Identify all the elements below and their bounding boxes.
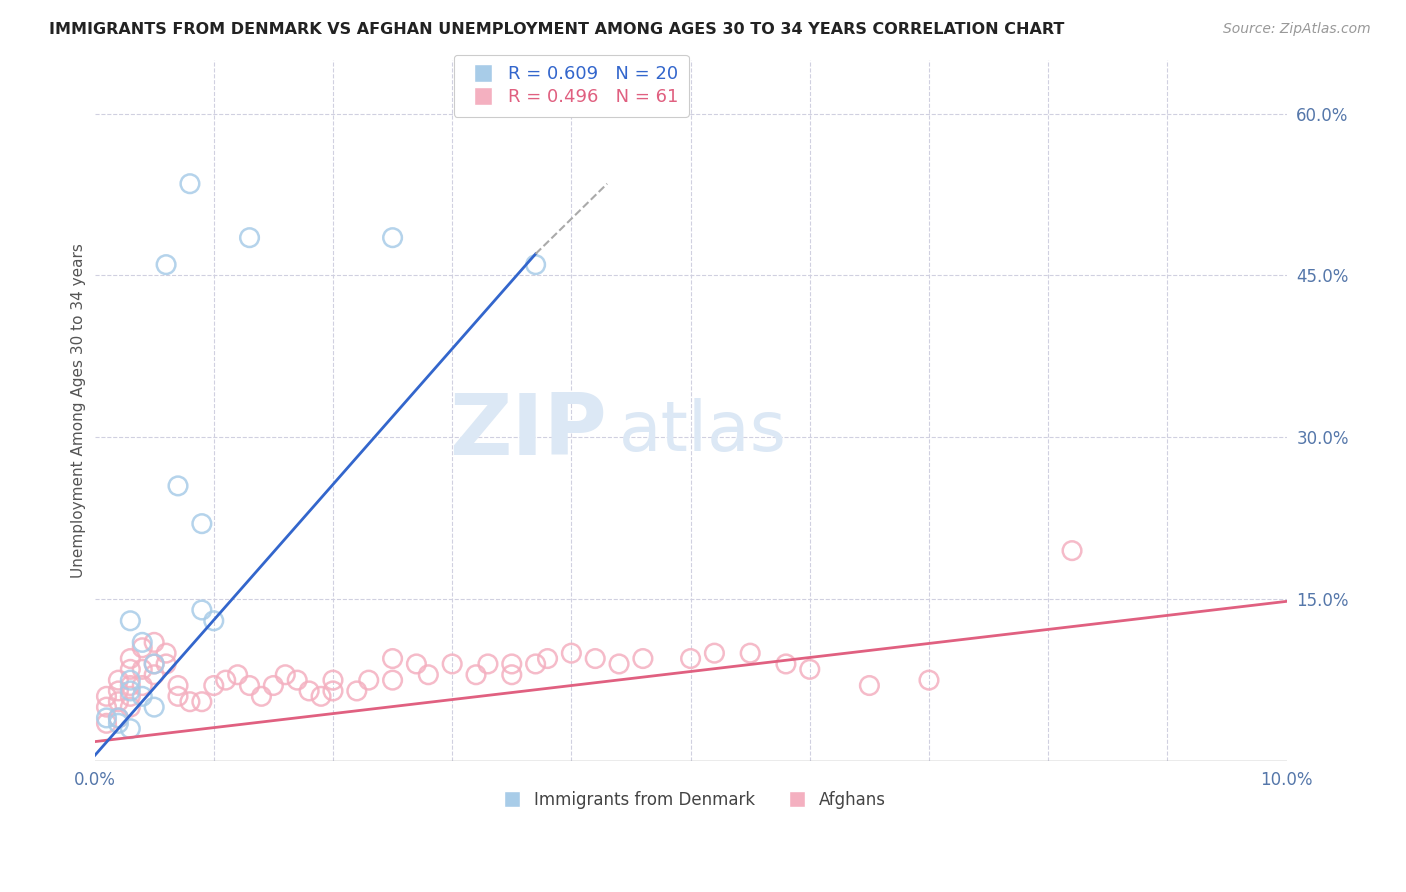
- Point: [274, 667, 297, 681]
- Point: [131, 679, 153, 693]
- Point: [238, 679, 260, 693]
- Point: [120, 673, 142, 687]
- Point: [560, 646, 582, 660]
- Point: [583, 651, 606, 665]
- Point: [191, 516, 214, 531]
- Point: [120, 690, 142, 704]
- Point: [441, 657, 464, 671]
- Point: [202, 679, 225, 693]
- Point: [96, 690, 118, 704]
- Text: ZIP: ZIP: [450, 390, 607, 473]
- Point: [143, 635, 166, 649]
- Point: [155, 657, 177, 671]
- Point: [524, 258, 547, 272]
- Point: [120, 614, 142, 628]
- Point: [381, 651, 404, 665]
- Point: [191, 603, 214, 617]
- Point: [96, 700, 118, 714]
- Point: [346, 684, 368, 698]
- Point: [155, 258, 177, 272]
- Point: [191, 695, 214, 709]
- Point: [536, 651, 558, 665]
- Point: [524, 657, 547, 671]
- Point: [107, 673, 129, 687]
- Point: [631, 651, 654, 665]
- Point: [167, 479, 190, 493]
- Point: [96, 711, 118, 725]
- Point: [120, 722, 142, 736]
- Legend: Immigrants from Denmark, Afghans: Immigrants from Denmark, Afghans: [489, 785, 893, 816]
- Point: [120, 679, 142, 693]
- Point: [131, 640, 153, 655]
- Point: [96, 716, 118, 731]
- Point: [918, 673, 941, 687]
- Point: [120, 662, 142, 676]
- Point: [131, 690, 153, 704]
- Point: [202, 614, 225, 628]
- Point: [418, 667, 440, 681]
- Text: Source: ZipAtlas.com: Source: ZipAtlas.com: [1223, 22, 1371, 37]
- Point: [167, 690, 190, 704]
- Point: [858, 679, 880, 693]
- Point: [322, 673, 344, 687]
- Point: [120, 684, 142, 698]
- Point: [1060, 543, 1083, 558]
- Point: [322, 684, 344, 698]
- Point: [740, 646, 762, 660]
- Point: [405, 657, 427, 671]
- Point: [107, 684, 129, 698]
- Point: [501, 657, 523, 671]
- Point: [120, 700, 142, 714]
- Point: [679, 651, 702, 665]
- Point: [120, 651, 142, 665]
- Point: [143, 667, 166, 681]
- Point: [107, 711, 129, 725]
- Point: [179, 695, 201, 709]
- Point: [215, 673, 238, 687]
- Point: [107, 695, 129, 709]
- Point: [775, 657, 797, 671]
- Text: atlas: atlas: [619, 398, 787, 465]
- Point: [477, 657, 499, 671]
- Point: [107, 716, 129, 731]
- Point: [465, 667, 488, 681]
- Point: [155, 646, 177, 660]
- Point: [250, 690, 273, 704]
- Point: [143, 657, 166, 671]
- Point: [703, 646, 725, 660]
- Text: IMMIGRANTS FROM DENMARK VS AFGHAN UNEMPLOYMENT AMONG AGES 30 TO 34 YEARS CORRELA: IMMIGRANTS FROM DENMARK VS AFGHAN UNEMPL…: [49, 22, 1064, 37]
- Point: [799, 662, 821, 676]
- Point: [107, 711, 129, 725]
- Point: [131, 662, 153, 676]
- Y-axis label: Unemployment Among Ages 30 to 34 years: Unemployment Among Ages 30 to 34 years: [72, 243, 86, 578]
- Point: [501, 667, 523, 681]
- Point: [607, 657, 630, 671]
- Point: [238, 230, 260, 244]
- Point: [226, 667, 249, 681]
- Point: [381, 230, 404, 244]
- Point: [143, 657, 166, 671]
- Point: [298, 684, 321, 698]
- Point: [309, 690, 332, 704]
- Point: [357, 673, 380, 687]
- Point: [262, 679, 284, 693]
- Point: [381, 673, 404, 687]
- Point: [179, 177, 201, 191]
- Point: [143, 700, 166, 714]
- Point: [131, 635, 153, 649]
- Point: [285, 673, 308, 687]
- Point: [167, 679, 190, 693]
